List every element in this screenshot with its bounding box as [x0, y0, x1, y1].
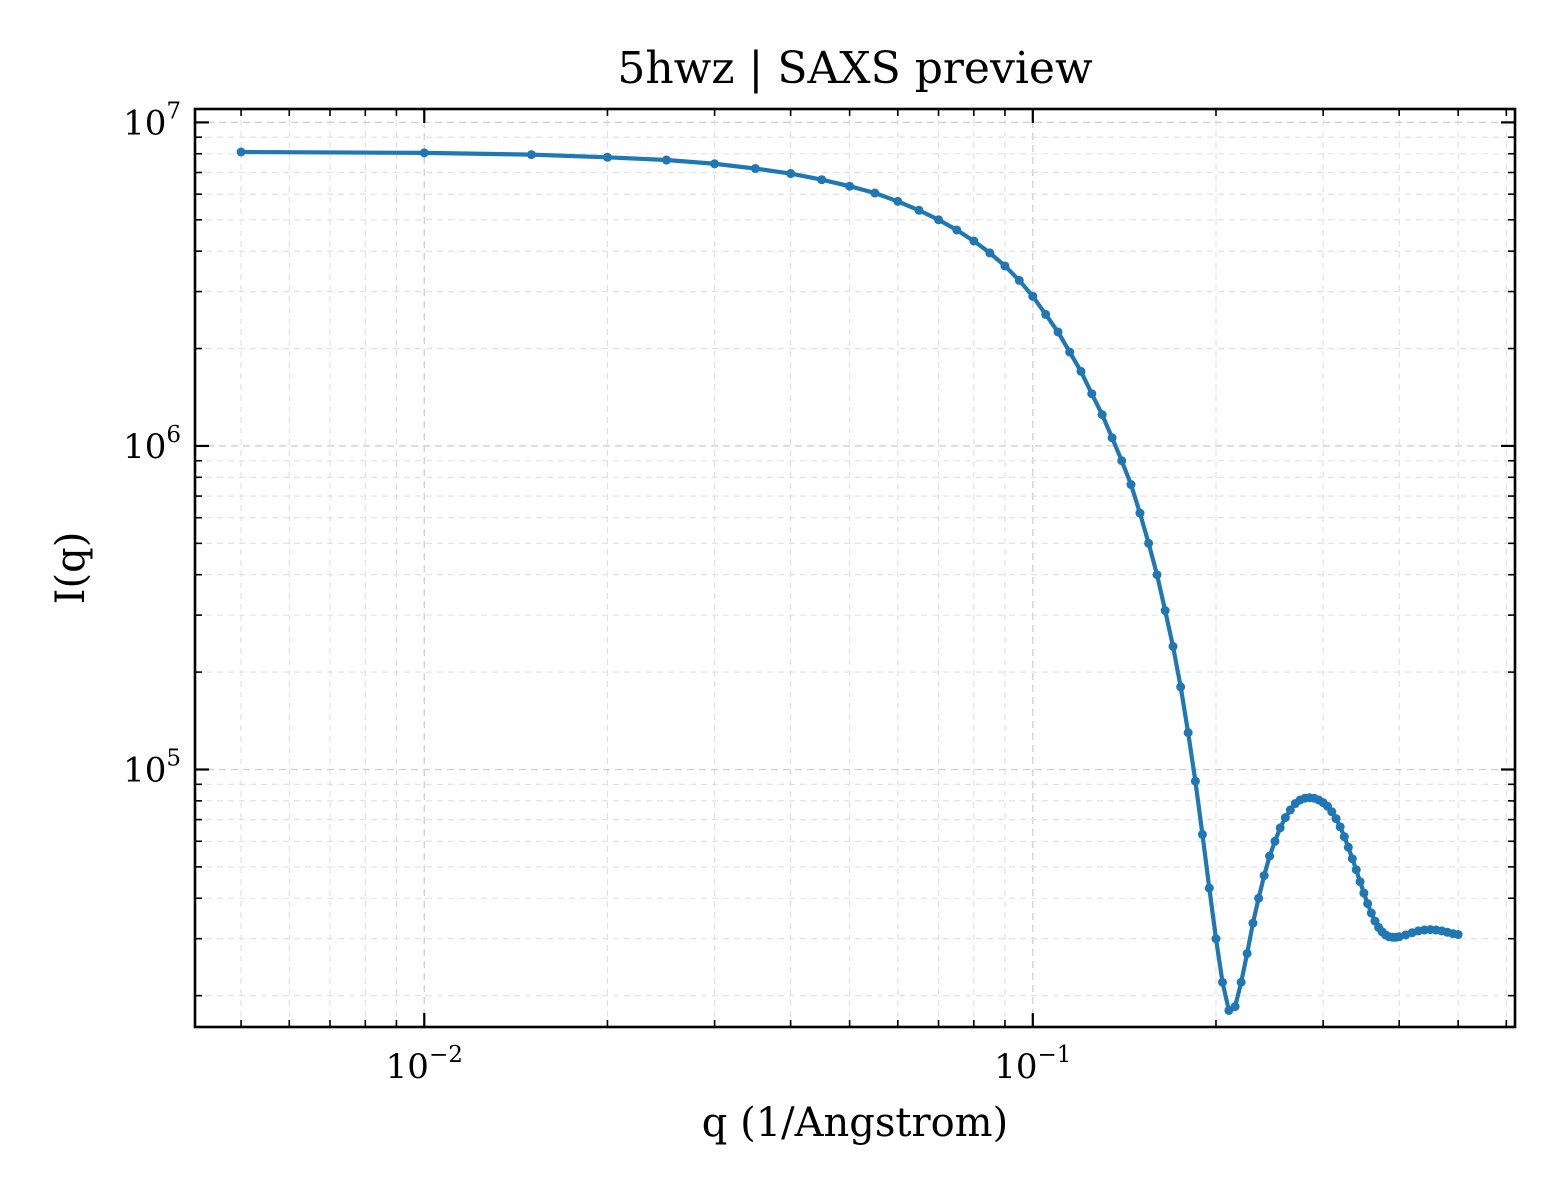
- data-point: [1197, 829, 1207, 839]
- data-point: [1331, 814, 1341, 824]
- data-point: [969, 236, 979, 246]
- data-point: [1126, 480, 1136, 490]
- data-point: [750, 164, 760, 174]
- data-point: [1211, 934, 1221, 944]
- data-point: [1053, 327, 1063, 337]
- data-point: [1107, 433, 1117, 443]
- data-point: [710, 159, 720, 169]
- data-point: [870, 188, 880, 198]
- data-point: [1275, 823, 1285, 833]
- data-point: [1248, 918, 1258, 928]
- data-point: [1359, 888, 1369, 898]
- data-point: [1327, 807, 1337, 817]
- data-point: [1160, 606, 1170, 616]
- data-point: [985, 248, 995, 258]
- y-tick-label: 106: [123, 422, 181, 467]
- y-axis-label: I(q): [48, 532, 94, 605]
- data-point: [1014, 275, 1024, 285]
- data-point: [1285, 805, 1295, 815]
- data-point: [893, 196, 903, 206]
- data-point: [661, 155, 671, 165]
- data-point: [1335, 822, 1345, 832]
- y-tick-label: 107: [123, 98, 181, 143]
- x-tick-label: 10−2: [386, 1042, 463, 1087]
- data-point: [1000, 261, 1010, 271]
- data-point: [1453, 930, 1463, 940]
- data-point: [1366, 908, 1376, 918]
- data-point: [602, 152, 612, 162]
- data-point: [934, 215, 944, 225]
- plot-frame: [193, 107, 1517, 1029]
- data-point: [1351, 865, 1361, 875]
- data-point: [1254, 893, 1264, 903]
- data-point: [914, 205, 924, 215]
- data-point: [1355, 877, 1365, 887]
- data-point: [1041, 309, 1051, 319]
- x-axis-label: q (1/Angstrom): [702, 1100, 1008, 1146]
- data-point: [1028, 291, 1038, 301]
- data-point: [1168, 641, 1178, 651]
- data-point: [1270, 836, 1280, 846]
- data-point: [236, 147, 246, 157]
- data-point: [1343, 842, 1353, 852]
- data-point: [1204, 883, 1214, 893]
- data-point: [1347, 854, 1357, 864]
- data-point: [845, 181, 855, 191]
- data-point: [1076, 366, 1086, 376]
- data-point: [1363, 899, 1373, 909]
- data-point: [1097, 410, 1107, 420]
- data-point: [1236, 977, 1246, 987]
- series-layer: [236, 147, 1463, 1015]
- data-point: [1152, 570, 1162, 580]
- data-point: [1230, 1002, 1240, 1012]
- data-point: [952, 225, 962, 235]
- data-point: [1176, 682, 1186, 692]
- data-point: [786, 169, 796, 179]
- data-point: [817, 175, 827, 185]
- data-point: [1242, 948, 1252, 958]
- data-point: [1259, 871, 1269, 881]
- data-point: [526, 150, 536, 160]
- data-point: [1135, 508, 1145, 518]
- data-point: [1183, 728, 1193, 738]
- data-point: [1265, 851, 1275, 861]
- data-point: [1117, 456, 1127, 466]
- data-point: [1144, 538, 1154, 548]
- data-point: [1190, 776, 1200, 786]
- data-point: [1218, 977, 1228, 987]
- data-point: [1280, 813, 1290, 823]
- data-point: [1087, 389, 1097, 399]
- ticks: 10−2 10−1 105 106 107: [123, 98, 1515, 1087]
- x-tick-label: 10−1: [994, 1042, 1071, 1087]
- data-point: [1339, 832, 1349, 842]
- data-point: [1065, 347, 1075, 357]
- chart-title: 5hwz | SAXS preview: [617, 43, 1093, 94]
- y-tick-label: 105: [123, 745, 181, 790]
- data-point: [419, 148, 429, 158]
